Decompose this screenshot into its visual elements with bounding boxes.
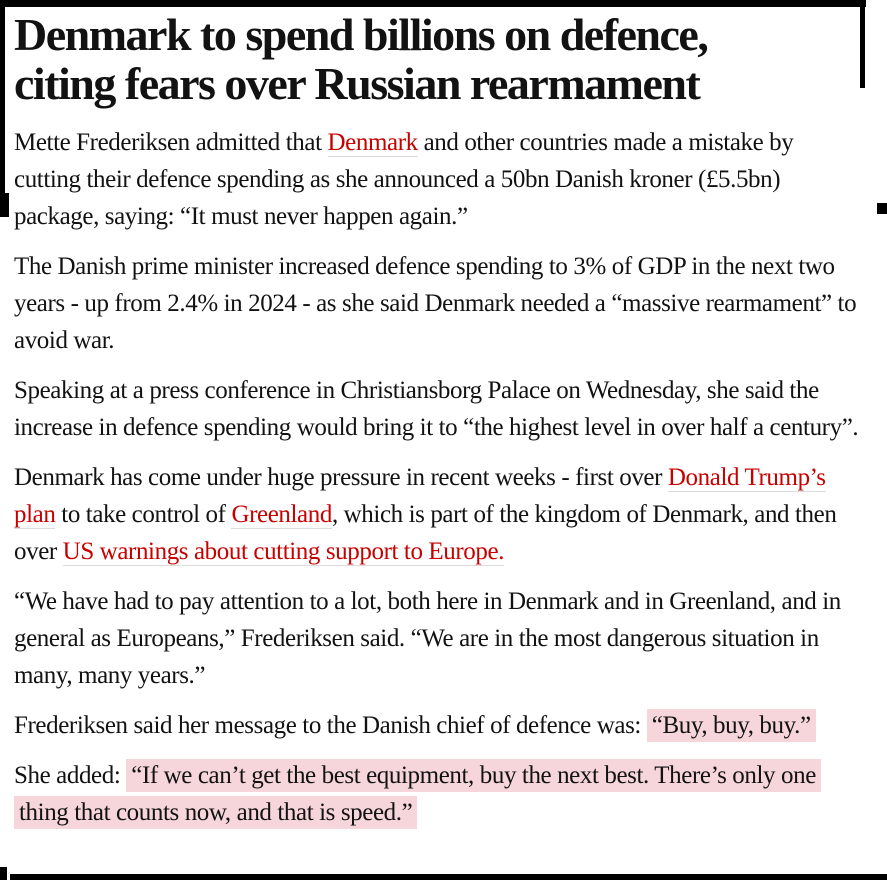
paragraph-text: “We have had to pay attention to a lot, … (14, 588, 841, 689)
paragraph: “We have had to pay attention to a lot, … (14, 583, 860, 694)
crop-artifact-right-rect (877, 203, 887, 214)
paragraph-text: She added: (14, 762, 127, 789)
article-body: Mette Frederiksen admitted that Denmark … (14, 124, 860, 831)
paragraph-text: and other countries made a mistake by cu… (14, 129, 794, 230)
paragraph: Denmark has come under huge pressure in … (14, 459, 860, 570)
crop-artifact-left-blob (0, 193, 9, 217)
crop-artifact-bottom-left (0, 867, 7, 880)
article-link[interactable]: Greenland (231, 501, 332, 529)
article-link[interactable]: Donald Trump’s plan (14, 464, 826, 529)
paragraph-text: Frederiksen said her message to the Dani… (14, 712, 647, 739)
crop-artifact-left-bar (0, 6, 5, 193)
article-link[interactable]: US warnings about cutting support to Eur… (62, 538, 505, 566)
crop-artifact-top-bar (0, 0, 866, 7)
paragraph: Mette Frederiksen admitted that Denmark … (14, 124, 860, 235)
headline-line-1: Denmark to spend billions on defence, (14, 9, 709, 60)
paragraph-text: Speaking at a press conference in Christ… (14, 377, 859, 441)
paragraph-text: Mette Frederiksen admitted that (14, 129, 328, 156)
headline-line-2: citing fears over Russian rearmament (14, 58, 701, 109)
crop-artifact-bottom-bar (10, 874, 887, 880)
crop-artifact-right-line (860, 0, 865, 88)
article-link[interactable]: Denmark (327, 129, 418, 157)
article-headline: Denmark to spend billions on defence, ci… (14, 10, 860, 108)
paragraph: Speaking at a press conference in Christ… (14, 372, 860, 446)
paragraph-text: The Danish prime minister increased defe… (14, 253, 857, 354)
paragraph: Frederiksen said her message to the Dani… (14, 707, 860, 744)
highlighted-text: “If we can’t get the best equipment, buy… (14, 759, 821, 829)
highlighted-text: “Buy, buy, buy.” (646, 709, 816, 742)
paragraph: The Danish prime minister increased defe… (14, 248, 860, 359)
paragraph-text: , which is part of the kingdom of Denmar… (14, 501, 837, 565)
paragraph-text: Denmark has come under huge pressure in … (14, 464, 668, 491)
article: Denmark to spend billions on defence, ci… (14, 10, 860, 844)
paragraph: She added: “If we can’t get the best equ… (14, 757, 860, 831)
paragraph-text: to take control of (55, 501, 232, 528)
